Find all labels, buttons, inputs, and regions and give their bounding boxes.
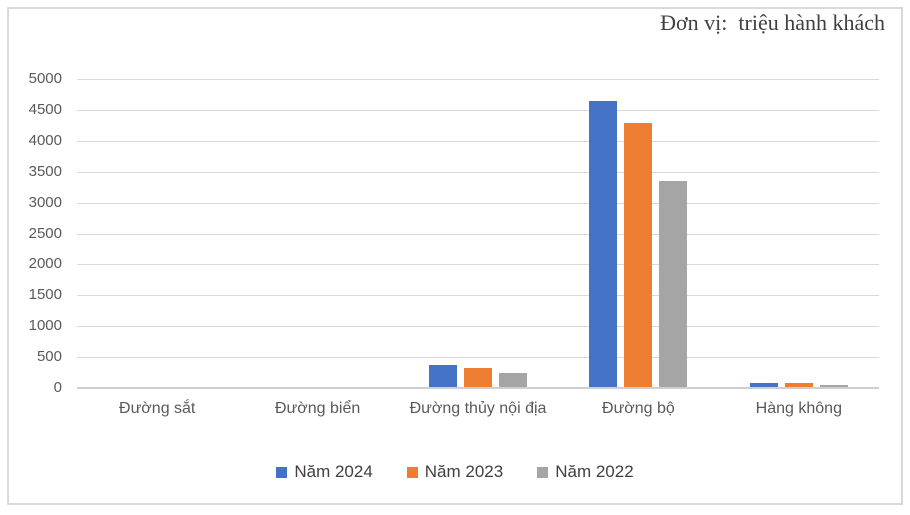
bar-group-5 <box>719 79 879 388</box>
x-category-label-1: Đường sắt <box>119 400 196 417</box>
gridline-5000 <box>77 79 879 80</box>
gridline-2000 <box>77 264 879 266</box>
gridline-4500 <box>77 109 879 111</box>
x-category-label-3: Đường thủy nội địa <box>409 400 547 417</box>
bar-groups-layer <box>77 79 879 388</box>
x-label-cell-4: Đường bộ <box>558 399 718 419</box>
plot-area <box>77 79 879 389</box>
legend-swatch-icon <box>406 466 418 478</box>
bar-group-3 <box>398 79 558 388</box>
bar-năm-2024-category-5 <box>749 383 778 388</box>
y-tick-label-3500: 3500 <box>28 162 62 180</box>
legend-swatch-icon <box>276 466 288 478</box>
bar-năm-2022-category-3 <box>499 372 528 388</box>
chart-title: Đơn vị: triệu hành khách <box>660 10 885 35</box>
x-label-cell-2: Đường biển <box>237 399 397 419</box>
bar-group-1 <box>77 79 237 388</box>
x-label-cell-1: Đường sắt <box>77 399 237 419</box>
bar-group-2 <box>237 79 397 388</box>
gridline-500 <box>77 357 879 359</box>
legend-label: Năm 2024 <box>294 462 373 481</box>
y-tick-label-2000: 2000 <box>28 255 62 273</box>
bar-năm-2023-category-3 <box>464 368 493 388</box>
x-label-cell-3: Đường thủy nội địa <box>398 399 558 419</box>
bar-năm-2023-category-5 <box>784 383 813 388</box>
y-tick-label-1000: 1000 <box>28 317 62 335</box>
y-tick-label-1500: 1500 <box>28 286 62 304</box>
y-tick-label-0: 0 <box>53 379 62 396</box>
x-category-label-2: Đường biển <box>274 400 361 417</box>
gridline-1000 <box>77 326 879 328</box>
legend-label: Năm 2022 <box>555 462 634 481</box>
gridline-1500 <box>77 295 879 297</box>
gridline-3500 <box>77 171 879 173</box>
bar-năm-2024-category-4 <box>589 100 618 388</box>
bar-năm-2023-category-4 <box>624 122 653 388</box>
y-tick-label-500: 500 <box>36 348 62 366</box>
y-tick-label-4000: 4000 <box>28 131 62 149</box>
bar-năm-2022-category-5 <box>819 384 848 388</box>
legend-item-năm-2023: Năm 2023 <box>406 462 504 482</box>
y-tick-label-5000: 5000 <box>28 70 62 87</box>
x-axis-category-labels: Đường sắt Đường biển Đường thủy nội địa Đườ… <box>77 399 879 419</box>
legend-label: Năm 2023 <box>424 462 504 481</box>
chart-border-frame <box>7 7 903 505</box>
y-tick-label-2500: 2500 <box>28 224 62 242</box>
x-category-label-5: Hàng không <box>755 400 842 417</box>
legend-swatch-icon <box>537 466 549 478</box>
gridline-3000 <box>77 202 879 204</box>
x-label-cell-5: Hàng không <box>719 399 879 419</box>
x-category-label-4: Đường bộ <box>602 400 675 417</box>
bar-năm-2024-category-3 <box>429 365 458 388</box>
gridline-4000 <box>77 140 879 142</box>
y-tick-label-3000: 3000 <box>28 193 62 211</box>
x-axis-line <box>77 387 879 389</box>
legend-item-năm-2024: Năm 2024 <box>276 462 373 482</box>
y-tick-label-4500: 4500 <box>28 100 62 118</box>
bar-năm-2022-category-4 <box>659 181 688 388</box>
bar-group-4 <box>558 79 718 388</box>
gridline-2500 <box>77 233 879 235</box>
legend-item-năm-2022: Năm 2022 <box>537 462 634 482</box>
legend: Năm 2024 Năm 2023 Năm 2022 <box>0 462 910 482</box>
